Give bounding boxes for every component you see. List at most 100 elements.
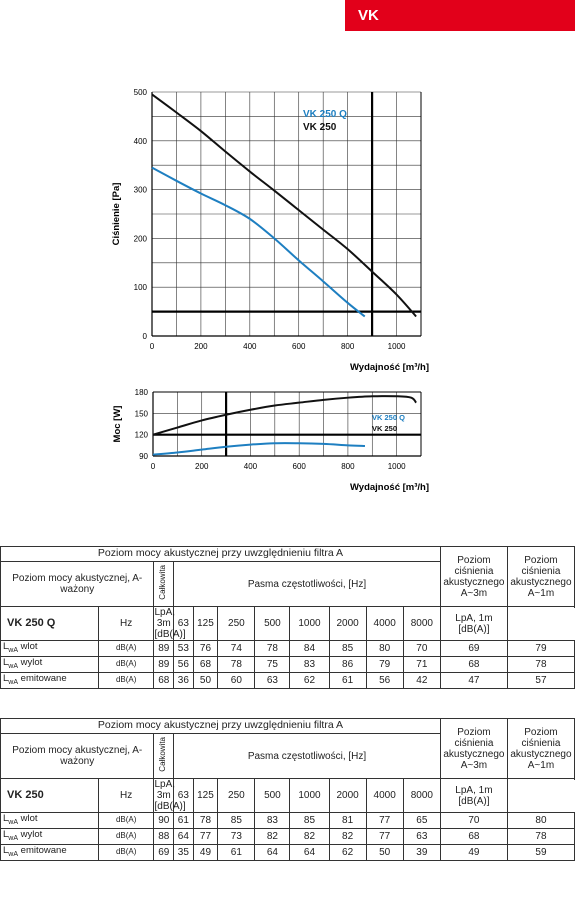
band-value: 56: [365, 672, 404, 689]
row-unit: dB(A): [97, 844, 155, 861]
row-label-text: wylot: [20, 829, 43, 841]
series-line-vk250q: [152, 442, 366, 456]
band-label: 2000: [328, 606, 367, 641]
band-label: 125: [192, 606, 219, 641]
x-tick-label: 1000: [388, 462, 406, 471]
series-line-vk250: [152, 395, 417, 436]
band-value: 73: [217, 828, 256, 845]
total-label: Całkowita: [158, 737, 168, 772]
band-value: 83: [289, 656, 330, 673]
total-header: Całkowita: [153, 733, 175, 779]
band-value: 78: [217, 656, 256, 673]
y-axis-label: Moc [W]: [112, 406, 123, 443]
spl3-unit: LpA, 3m [dB(A)]: [153, 778, 186, 813]
hz-label: Hz: [97, 606, 155, 641]
y-tick-label: 200: [134, 234, 148, 243]
band-value: 82: [289, 828, 330, 845]
band-value: 64: [173, 828, 194, 845]
total-value: 89: [153, 656, 175, 673]
x-tick-label: 600: [292, 342, 306, 351]
spl3-value: 68: [439, 828, 508, 845]
spl3-unit: LpA, 3m [dB(A)]: [153, 606, 186, 641]
acoustic-table-vk250q: Poziom mocy akustycznej przy uwzględnien…: [0, 546, 575, 689]
row-label-text: emitowane: [20, 673, 67, 685]
series-line-vk250: [151, 93, 417, 318]
row-unit: dB(A): [97, 672, 155, 689]
spl1-header: Poziom ciśnienia akustycznego A~1m: [506, 546, 575, 607]
spl3-header: Poziom ciśnienia akustycznego A~3m: [439, 718, 508, 779]
x-tick-label: 400: [243, 342, 257, 351]
band-label: 500: [254, 778, 291, 813]
legend-entry: VK 250: [303, 122, 337, 133]
band-value: 42: [402, 672, 441, 689]
band-value: 61: [328, 672, 367, 689]
spl1-value: 59: [506, 844, 575, 861]
row-label-text: emitowane: [20, 845, 67, 857]
total-value: 90: [153, 812, 175, 829]
product-badge: VK: [345, 0, 575, 31]
band-value: 50: [192, 672, 219, 689]
total-value: 68: [153, 672, 175, 689]
band-value: 56: [173, 656, 194, 673]
spl1-value: 78: [506, 828, 575, 845]
band-value: 82: [254, 828, 291, 845]
acoustic-table-vk250: Poziom mocy akustycznej przy uwzględnien…: [0, 718, 575, 861]
y-tick-label: 90: [139, 452, 148, 461]
spl1-unit: LpA, 1m [dB(A)]: [439, 778, 508, 813]
band-value: 70: [402, 640, 441, 657]
row-label: LwA wlot: [0, 812, 99, 829]
spl1-value: 57: [506, 672, 575, 689]
table-title: Poziom mocy akustycznej przy uwzględnien…: [0, 718, 441, 734]
row-label: LwA emitowane: [0, 672, 99, 689]
row-label-text: wylot: [20, 657, 43, 669]
total-label: Całkowita: [158, 565, 168, 600]
x-tick-label: 800: [341, 342, 355, 351]
band-value: 53: [173, 640, 194, 657]
spl3-value: 47: [439, 672, 508, 689]
legend-entry: VK 250: [372, 424, 397, 433]
band-label: 4000: [365, 778, 404, 813]
y-tick-label: 100: [134, 283, 148, 292]
band-value: 63: [402, 828, 441, 845]
band-label: 250: [217, 778, 256, 813]
band-label: 1000: [289, 606, 330, 641]
band-label: 1000: [289, 778, 330, 813]
band-value: 81: [328, 812, 367, 829]
x-tick-label: 200: [194, 342, 208, 351]
spl1-header: Poziom ciśnienia akustycznego A~1m: [506, 718, 575, 779]
band-value: 62: [289, 672, 330, 689]
x-axis-label: Wydajność [m³/h]: [350, 362, 429, 373]
table-row: LwA wylot dB(A) 89 56 68 78 75 83 86 79 71 68 78: [0, 656, 575, 673]
band-value: 86: [328, 656, 367, 673]
table-row: LwA emitowane dB(A) 69 35 49 61 64 64 62 50 39 49 59: [0, 844, 575, 861]
row-unit: dB(A): [97, 640, 155, 657]
band-value: 64: [254, 844, 291, 861]
x-tick-label: 800: [341, 462, 355, 471]
band-label: 8000: [402, 778, 441, 813]
table-row: LwA wlot dB(A) 90 61 78 85 83 85 81 77 65 70 80: [0, 812, 575, 829]
total-header: Całkowita: [153, 561, 175, 607]
row-title: Poziom mocy akustycznej, A-ważony: [0, 733, 155, 779]
series-line-vk250q: [151, 166, 366, 318]
band-value: 49: [192, 844, 219, 861]
band-label: 250: [217, 606, 256, 641]
band-value: 65: [402, 812, 441, 829]
total-value: 89: [153, 640, 175, 657]
band-label: 125: [192, 778, 219, 813]
band-value: 36: [173, 672, 194, 689]
pressure-chart: 0 200 400 600 800 1000 0 100 200 300 400 500 Wydajno…: [111, 88, 429, 373]
band-value: 71: [402, 656, 441, 673]
band-value: 74: [217, 640, 256, 657]
band-value: 77: [192, 828, 219, 845]
y-tick-label: 500: [134, 88, 148, 97]
band-label: 8000: [402, 606, 441, 641]
row-label: LwA wylot: [0, 828, 99, 845]
band-value: 77: [365, 828, 404, 845]
x-tick-label: 1000: [388, 342, 406, 351]
row-label: LwA emitowane: [0, 844, 99, 861]
band-value: 85: [328, 640, 367, 657]
band-value: 68: [192, 656, 219, 673]
spl3-value: 69: [439, 640, 508, 657]
y-tick-label: 400: [134, 137, 148, 146]
x-tick-label: 400: [244, 462, 258, 471]
